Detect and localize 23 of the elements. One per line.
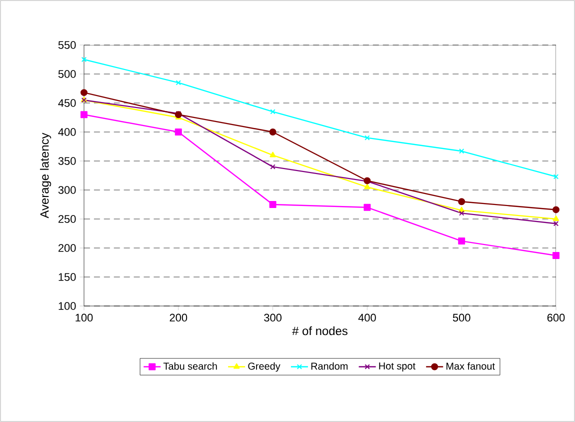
x-axis-title: # of nodes: [292, 326, 348, 336]
y-tick-label: 500: [58, 70, 76, 78]
y-tick-label: 350: [58, 157, 76, 165]
y-tick-label: 150: [58, 273, 76, 281]
y-tick-label: 450: [58, 99, 76, 107]
legend-label: Random: [311, 362, 348, 370]
legend-label: Max fanout: [446, 362, 495, 370]
y-tick-label: 300: [58, 186, 76, 194]
y-tick-label: 550: [58, 41, 76, 49]
y-tick-label: 200: [58, 244, 76, 252]
legend-label: Greedy: [248, 362, 280, 372]
x-tick-label: 600: [547, 314, 565, 322]
x-tick-label: 400: [358, 314, 376, 322]
legend-label: Tabu search: [163, 362, 217, 370]
x-tick-label: 300: [264, 314, 282, 322]
x-tick-label: 200: [170, 314, 188, 322]
y-tick-label: 400: [58, 128, 76, 136]
legend-label: Hot spot: [379, 362, 416, 372]
y-tick-label: 250: [58, 215, 76, 223]
x-tick-label: 500: [452, 314, 470, 322]
x-tick-label: 100: [76, 314, 93, 322]
y-tick-label: 100: [58, 302, 76, 310]
y-axis-title: Average latency: [40, 132, 52, 218]
